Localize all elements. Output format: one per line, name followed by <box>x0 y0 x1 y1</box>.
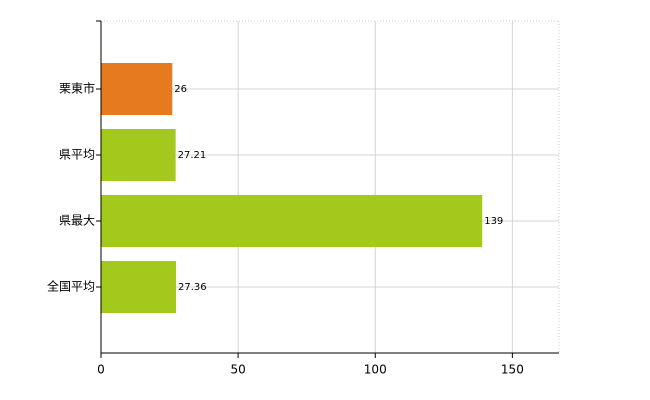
y-tick-label: 全国平均 <box>47 279 95 294</box>
bar <box>101 261 177 313</box>
x-tick-label: 0 <box>97 363 105 377</box>
bar <box>101 195 483 247</box>
y-tick-label: 栗東市 <box>59 81 95 96</box>
y-tick-label: 県平均 <box>59 148 95 162</box>
bar <box>101 129 176 181</box>
value-label: 26 <box>174 84 187 95</box>
x-tick-label: 50 <box>230 363 245 377</box>
y-tick-label: 県最大 <box>59 214 95 228</box>
value-label: 27.21 <box>178 150 207 161</box>
value-label: 27.36 <box>178 282 207 293</box>
x-tick-label: 100 <box>364 363 387 377</box>
value-label: 139 <box>484 216 503 227</box>
bar <box>101 63 173 115</box>
x-tick-label: 150 <box>501 363 524 377</box>
